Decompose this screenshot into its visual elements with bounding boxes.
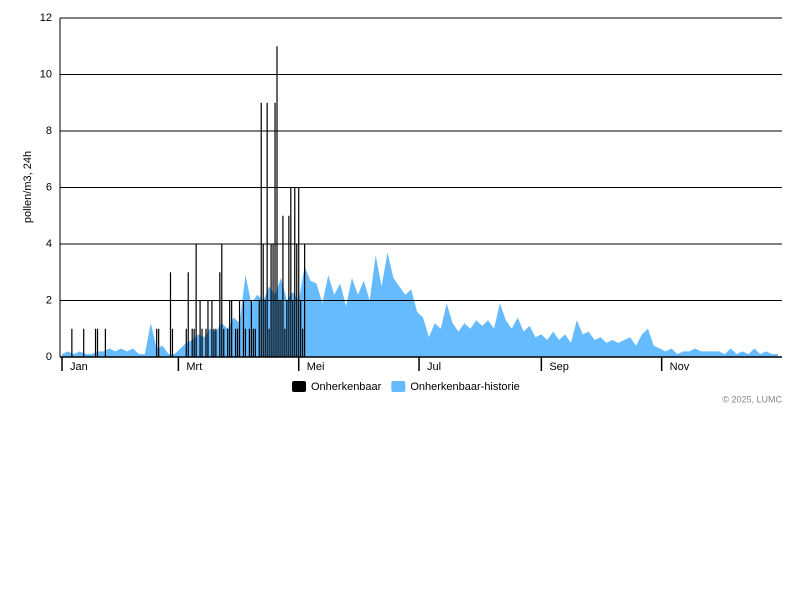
bar <box>274 102 276 357</box>
x-tick-label: Mei <box>307 361 325 373</box>
x-tick-label: Mrt <box>186 361 202 373</box>
bar <box>270 244 272 357</box>
bar <box>158 328 160 357</box>
bar <box>242 300 245 357</box>
y-tick-label: 8 <box>46 125 52 137</box>
x-tick-label: Jan <box>70 361 88 373</box>
y-tick-label: 2 <box>46 294 52 306</box>
bar <box>207 300 209 357</box>
bar <box>250 300 252 357</box>
bar <box>252 328 254 357</box>
x-tick-label: Jul <box>427 361 441 373</box>
bar <box>215 328 217 357</box>
bar <box>193 328 195 357</box>
bar <box>195 244 197 357</box>
bar <box>96 328 99 357</box>
bar <box>104 328 106 357</box>
x-tick-label: Nov <box>670 361 690 373</box>
bar <box>83 328 85 357</box>
y-tick-label: 12 <box>40 12 52 24</box>
bar <box>282 215 284 357</box>
bar <box>304 244 306 357</box>
bar <box>244 328 247 357</box>
bar <box>254 328 256 357</box>
bar <box>205 328 207 357</box>
legend-label: Onherkenbaar <box>311 381 382 393</box>
y-tick-label: 10 <box>40 68 52 80</box>
bar <box>298 187 300 357</box>
y-axis-label: pollen/m3, 24h <box>22 151 34 223</box>
bar <box>169 272 172 357</box>
bar <box>199 300 201 357</box>
bar <box>296 244 298 357</box>
bar <box>221 244 223 357</box>
bar <box>248 328 250 357</box>
bar <box>185 328 187 357</box>
bar <box>294 187 296 357</box>
bar <box>292 300 294 357</box>
bar <box>231 300 233 357</box>
bar <box>276 46 278 357</box>
x-tick-label: Sep <box>549 361 569 373</box>
bar <box>223 328 225 357</box>
bar <box>234 328 237 357</box>
bar <box>300 300 302 357</box>
bar <box>227 328 229 357</box>
legend-swatch <box>292 381 306 392</box>
legend-label: Onherkenbaar-historie <box>410 381 519 393</box>
bar <box>71 328 73 357</box>
bar <box>286 300 288 357</box>
bar <box>264 300 266 357</box>
bar <box>290 187 292 357</box>
bar <box>260 102 262 357</box>
bar <box>156 328 158 357</box>
bar <box>288 215 290 357</box>
bar <box>258 300 260 357</box>
bar <box>262 244 264 357</box>
bar <box>229 300 231 357</box>
bar <box>187 272 189 357</box>
bar <box>219 272 221 357</box>
y-tick-label: 4 <box>46 238 52 250</box>
bar <box>236 328 239 357</box>
bar <box>268 328 270 357</box>
credit: © 2025, LUMC <box>722 394 782 404</box>
bar <box>272 244 274 357</box>
y-tick-label: 0 <box>46 351 52 363</box>
bar <box>284 328 286 357</box>
bar <box>266 102 268 357</box>
area <box>62 252 779 357</box>
bar <box>238 300 241 357</box>
bar <box>213 328 215 357</box>
bar <box>280 300 282 357</box>
y-tick-label: 6 <box>46 181 52 193</box>
bar <box>94 328 97 357</box>
legend-swatch <box>391 381 406 392</box>
bar <box>211 300 213 357</box>
bar <box>302 328 304 357</box>
bar <box>201 328 203 357</box>
bar <box>278 300 280 357</box>
bar <box>171 328 174 357</box>
bar <box>191 328 193 357</box>
